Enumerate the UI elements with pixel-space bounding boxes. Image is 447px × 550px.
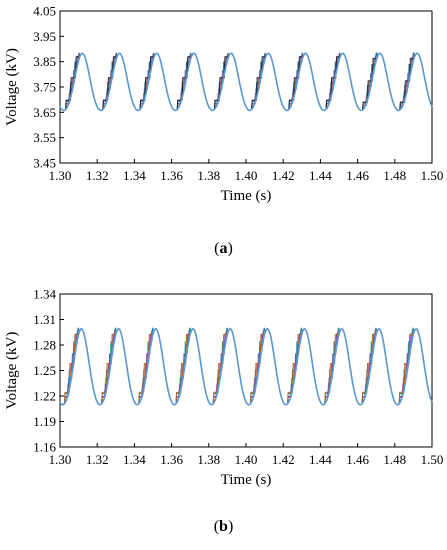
chart-panel-a: 1.30 1.32 1.34 1.36 1.38 1.40 1.42 1.44 1.46 1.48… — [0, 0, 447, 270]
chart-b-x-tick-label: 1.48 — [383, 452, 406, 467]
chart-b-x-tick-label: 1.34 — [123, 452, 146, 467]
chart-a-x-tick-label: 1.40 — [235, 168, 258, 183]
chart-b-x-tick-label: 1.30 — [49, 452, 72, 467]
chart-a-x-tick-label: 1.36 — [160, 168, 183, 183]
chart-a-y-tick-label: 3.55 — [33, 130, 56, 145]
chart-a-y-tick-label: 3.85 — [33, 54, 56, 69]
chart-b-svg: 1.30 1.32 1.34 1.36 1.38 1.40 1.42 1.44 1.46 1.48… — [4, 287, 444, 489]
chart-b-y-tick-label: 1.25 — [33, 363, 56, 378]
chart-b-y-tick-label: 1.16 — [33, 440, 56, 455]
chart-b-y-tick-label: 1.28 — [33, 338, 56, 353]
chart-b-x-tick-label: 1.40 — [235, 452, 258, 467]
chart-b-y-axis-title: Voltage (kV) — [4, 332, 20, 410]
chart-a-x-tick-label: 1.46 — [346, 168, 369, 183]
chart-a-x-axis-title: Time (s) — [221, 188, 272, 204]
chart-b-y-tick-label: 1.34 — [33, 287, 56, 302]
chart-b-x-tick-label: 1.42 — [272, 452, 295, 467]
chart-a-x-tick-label: 1.44 — [309, 168, 332, 183]
chart-a-y-tick-label: 3.75 — [33, 80, 56, 95]
panel-label-b: (b) — [213, 518, 234, 535]
chart-a-x-tick-label: 1.48 — [383, 168, 406, 183]
chart-a-series-reference-line — [59, 52, 433, 112]
chart-b-x-axis-title: Time (s) — [221, 472, 272, 488]
chart-a-y-tick-label: 3.45 — [33, 156, 56, 171]
chart-b-y-tick-label: 1.31 — [33, 312, 56, 327]
chart-a-y-tick-label: 3.95 — [33, 29, 56, 44]
chart-a-x-tick-label: 1.42 — [272, 168, 295, 183]
chart-a-y-tick-label: 4.05 — [33, 4, 56, 19]
chart-b-series-reference-line — [59, 328, 433, 406]
chart-a-y-tick-label: 3.65 — [33, 105, 56, 120]
chart-b-plot-frame — [59, 293, 433, 448]
chart-a-x-tick-label: 1.32 — [86, 168, 109, 183]
chart-a-x-tick-label: 1.30 — [49, 168, 72, 183]
chart-panel-b: 1.30 1.32 1.34 1.36 1.38 1.40 1.42 1.44 1.46 1.48… — [0, 278, 447, 550]
chart-b-x-tick-label: 1.36 — [160, 452, 183, 467]
chart-a-y-axis-title: Voltage (kV) — [4, 48, 20, 126]
chart-a-x-tick-label: 1.34 — [123, 168, 146, 183]
chart-a-svg: 1.30 1.32 1.34 1.36 1.38 1.40 1.42 1.44 1.46 1.48… — [4, 4, 444, 205]
chart-b-y-tick-label: 1.22 — [33, 389, 56, 404]
chart-b-x-tick-label: 1.38 — [197, 452, 220, 467]
chart-b-x-tick-label: 1.50 — [421, 452, 444, 467]
chart-a-x-tick-label: 1.50 — [421, 168, 444, 183]
chart-a-x-tick-label: 1.38 — [197, 168, 220, 183]
panel-label-a: (a) — [214, 240, 233, 257]
chart-b-y-tick-label: 1.19 — [33, 414, 56, 429]
chart-b-x-tick-label: 1.44 — [309, 452, 332, 467]
chart-b-x-tick-label: 1.46 — [346, 452, 369, 467]
chart-b-x-tick-label: 1.32 — [86, 452, 109, 467]
chart-a-plot-frame — [59, 10, 433, 164]
